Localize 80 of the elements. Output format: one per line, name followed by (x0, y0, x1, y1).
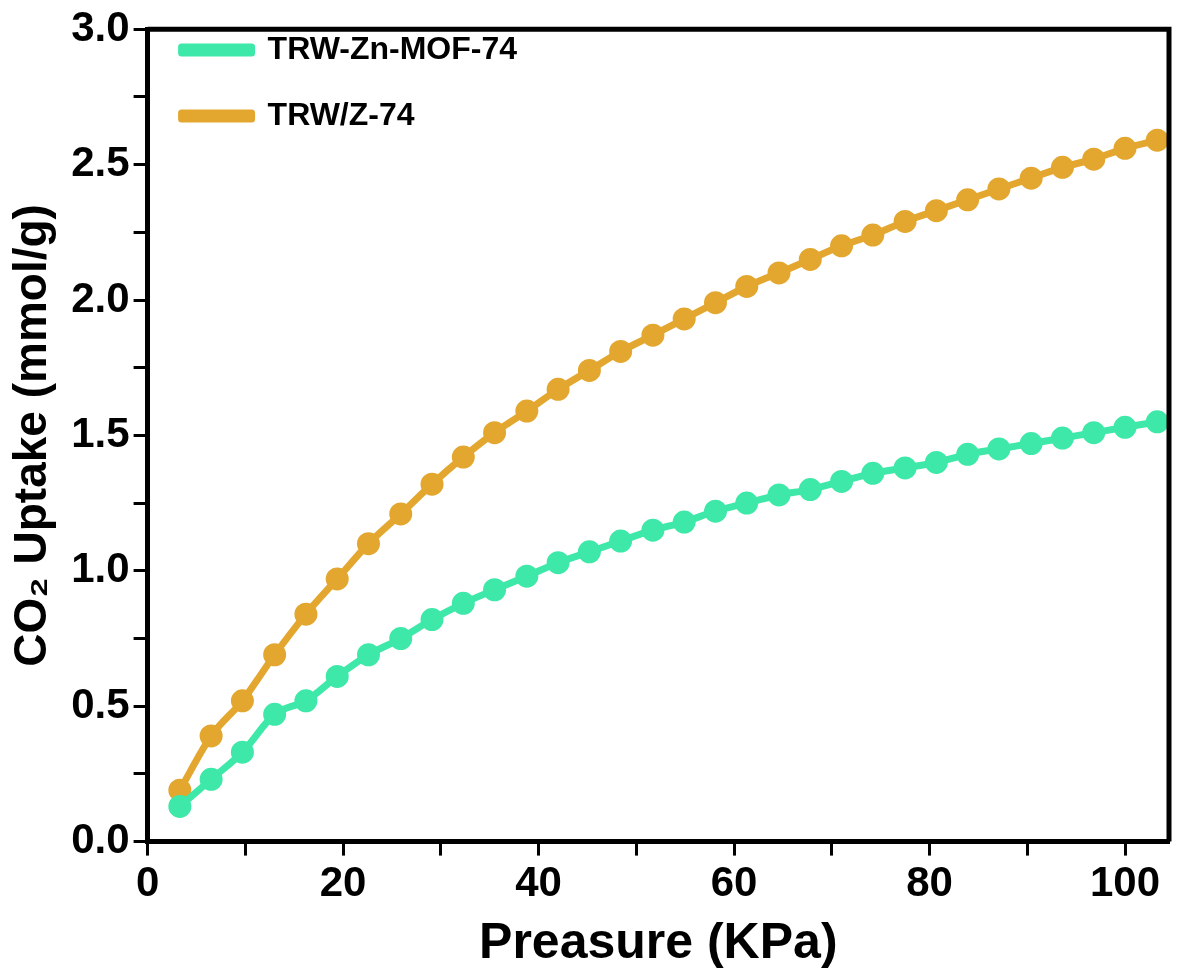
legend-label: TRW/Z-74 (267, 95, 415, 132)
x-tick-label: 80 (906, 858, 953, 906)
y-tick-label: 2.5 (71, 138, 130, 186)
point (263, 643, 287, 667)
y-tick-label: 0.5 (71, 679, 130, 727)
point (420, 608, 444, 632)
point (1145, 128, 1169, 152)
point (924, 199, 948, 223)
point (230, 689, 254, 713)
point (609, 339, 633, 363)
point (168, 794, 192, 818)
point (609, 529, 633, 553)
point (263, 702, 287, 726)
point (1082, 421, 1106, 445)
point (798, 478, 822, 502)
y-tick-label: 1.0 (71, 544, 130, 592)
y-tick-label: 3.0 (71, 2, 130, 50)
point (356, 643, 380, 667)
point (230, 740, 254, 764)
point (956, 188, 980, 212)
x-tick-label: 0 (135, 858, 160, 906)
point (1019, 166, 1043, 190)
point (451, 591, 475, 615)
legend-label: TRW-Zn-MOF-74 (267, 29, 518, 66)
point (956, 442, 980, 466)
x-tick-label: 20 (319, 858, 367, 906)
point (515, 399, 539, 423)
point (515, 564, 539, 588)
point (420, 472, 444, 496)
x-tick-label: 60 (710, 858, 758, 906)
point (641, 518, 665, 542)
point (703, 499, 727, 523)
point (577, 358, 601, 382)
point (987, 177, 1011, 201)
y-tick-label: 0.0 (71, 815, 130, 863)
point (389, 627, 413, 650)
point (1019, 432, 1043, 456)
point (546, 551, 570, 575)
point (483, 578, 507, 602)
point (1050, 426, 1074, 450)
point (893, 209, 917, 233)
point (1050, 155, 1074, 179)
point (1113, 136, 1137, 160)
point (987, 437, 1011, 461)
point (672, 510, 696, 534)
point (830, 469, 854, 493)
point (861, 461, 885, 485)
y-axis-title: CO₂ Uptake (mmol/g) (4, 204, 57, 667)
point (1113, 415, 1137, 439)
point (483, 421, 507, 445)
point (546, 377, 570, 401)
point (199, 767, 223, 791)
point (1082, 147, 1106, 171)
point (924, 450, 948, 474)
point (861, 223, 885, 247)
point (294, 689, 318, 713)
point (389, 502, 413, 526)
point (672, 307, 696, 331)
point (356, 532, 380, 556)
point (294, 602, 318, 626)
point (798, 247, 822, 271)
point (577, 540, 601, 564)
point (325, 567, 349, 591)
x-axis-title: Preasure (KPa) (479, 912, 838, 969)
point (1145, 410, 1169, 434)
y-tick-label: 1.5 (71, 408, 130, 456)
x-tick-label: 100 (1089, 858, 1161, 906)
point (893, 456, 917, 480)
point (199, 724, 223, 748)
point (735, 491, 759, 515)
point (735, 274, 759, 298)
y-tick-label: 2.0 (71, 273, 130, 321)
point (451, 445, 475, 469)
point (325, 664, 349, 688)
point (767, 261, 791, 285)
point (767, 483, 791, 507)
x-tick-label: 40 (515, 858, 562, 906)
point (641, 323, 665, 347)
point (703, 291, 727, 315)
point (830, 234, 854, 258)
